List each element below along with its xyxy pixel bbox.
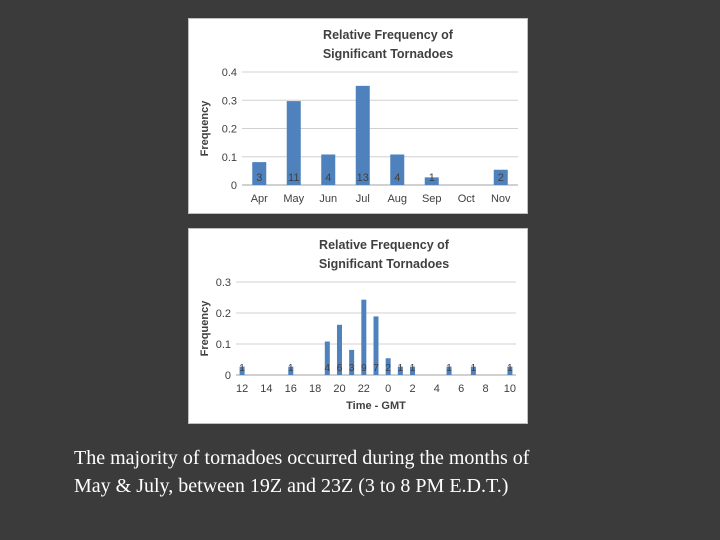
hourly-chart-svg: Relative Frequency of Significant Tornado…	[199, 238, 516, 412]
bar-data-label: 6	[337, 363, 343, 374]
y-tick-label: 0.2	[222, 124, 237, 136]
bar-data-label: 11	[288, 172, 299, 184]
x-tick-label-month: Apr	[251, 193, 268, 205]
x-tick-label-hour: 4	[434, 383, 440, 395]
monthly-frequency-chart: Relative Frequency of Significant Tornado…	[188, 18, 528, 214]
bar-data-label: 7	[373, 363, 379, 374]
x-tick-label-hour: 10	[504, 383, 516, 395]
bar-data-label: 4	[394, 172, 400, 184]
monthly-chart-svg: Relative Frequency of Significant Tornado…	[199, 28, 518, 205]
data-bar	[288, 366, 294, 375]
chart-title-line: Relative Frequency of	[323, 28, 454, 42]
data-bar	[336, 324, 342, 375]
y-tick-label: 0.3	[216, 277, 231, 289]
x-tick-label-hour: 16	[285, 383, 297, 395]
y-tick-label: 0	[225, 370, 231, 382]
bar-data-label: 3	[256, 172, 262, 184]
bar-data-label: 13	[357, 172, 369, 184]
data-bar	[507, 366, 513, 375]
x-tick-label-hour: 14	[260, 383, 272, 395]
bar-data-label: 2	[498, 172, 504, 184]
data-bar	[349, 349, 355, 375]
bar-data-label: 1	[429, 172, 435, 184]
slide-caption: The majority of tornadoes occurred durin…	[74, 444, 694, 500]
data-bar	[355, 85, 370, 185]
bar-data-label: 2	[385, 363, 391, 374]
bar-data-label: 1	[410, 363, 416, 374]
data-bar	[373, 316, 379, 375]
data-bar	[446, 366, 452, 375]
x-tick-label-month: Jul	[356, 193, 370, 205]
data-bar	[470, 366, 476, 375]
data-bar	[385, 358, 391, 375]
x-tick-label-month: May	[283, 193, 304, 205]
bar-data-label: 1	[398, 363, 404, 374]
data-bar	[397, 366, 403, 375]
bar-data-label: 1	[446, 363, 452, 374]
y-tick-label: 0.1	[222, 152, 237, 164]
bar-data-label: 3	[349, 363, 355, 374]
caption-line-1: The majority of tornadoes occurred durin…	[74, 447, 530, 469]
x-tick-label-hour: 8	[483, 383, 489, 395]
y-tick-label: 0.3	[222, 95, 237, 107]
x-tick-label-hour: 22	[358, 383, 370, 395]
data-bar	[493, 169, 508, 185]
bar-data-label: 1	[471, 363, 477, 374]
data-bar	[410, 366, 416, 375]
bar-data-label: 4	[325, 172, 331, 184]
chart-title-line: Significant Tornadoes	[319, 257, 449, 271]
x-tick-label-month: Sep	[422, 193, 442, 205]
y-axis-label: Frequency	[199, 300, 211, 357]
bar-data-label: 4	[325, 363, 331, 374]
data-bar	[321, 154, 336, 185]
x-tick-label-month: Nov	[491, 193, 511, 205]
data-bar	[390, 154, 405, 185]
bar-data-label: 1	[288, 363, 294, 374]
data-bar	[361, 299, 367, 375]
x-tick-label-month: Oct	[458, 193, 475, 205]
data-bar	[324, 341, 330, 375]
x-tick-label-hour: 12	[236, 383, 248, 395]
y-tick-label: 0.4	[222, 67, 237, 79]
chart-title-line: Relative Frequency of	[319, 238, 450, 252]
data-bar	[424, 177, 439, 185]
caption-line-2: May & July, between 19Z and 23Z (3 to 8 …	[74, 475, 509, 497]
hourly-frequency-chart: Relative Frequency of Significant Tornado…	[188, 228, 528, 424]
data-bar	[286, 101, 301, 185]
x-tick-label-hour: 6	[458, 383, 464, 395]
chart-title-line: Significant Tornadoes	[323, 47, 453, 61]
bar-data-label: 1	[239, 363, 245, 374]
data-bar	[239, 366, 245, 375]
x-tick-label-hour: 20	[333, 383, 345, 395]
x-tick-label-month: Aug	[387, 193, 407, 205]
x-tick-label-hour: 0	[385, 383, 391, 395]
x-tick-label-month: Jun	[319, 193, 337, 205]
x-axis-label: Time - GMT	[346, 400, 406, 412]
y-axis-label: Frequency	[199, 100, 211, 157]
y-tick-label: 0.2	[216, 308, 231, 320]
bar-data-label: 9	[361, 363, 367, 374]
x-tick-label-hour: 18	[309, 383, 321, 395]
y-tick-label: 0	[231, 180, 237, 192]
bar-data-label: 1	[507, 363, 513, 374]
y-tick-label: 0.1	[216, 339, 231, 351]
x-tick-label-hour: 2	[409, 383, 415, 395]
data-bar	[252, 162, 267, 185]
